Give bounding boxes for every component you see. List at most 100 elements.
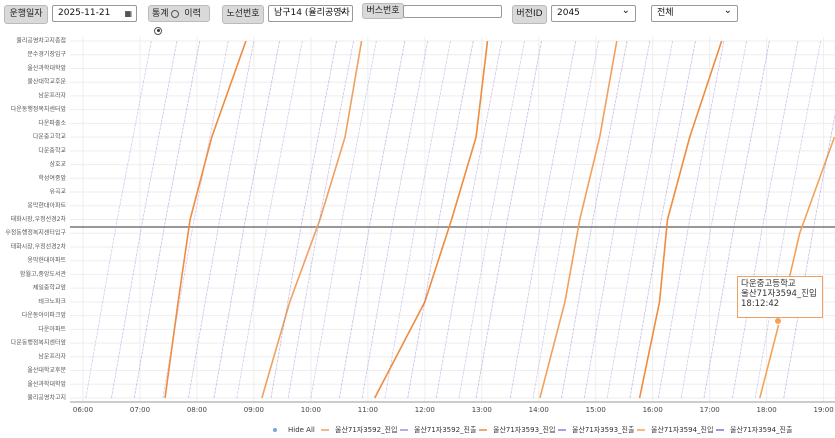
version-value: 2045 [557,8,580,18]
y-tick-label: 울산과학대학앞 [27,64,66,72]
x-tick-label: 11:00 [358,406,378,414]
history-radio[interactable] [154,26,162,35]
y-tick-label: 테크노파크 [38,297,66,305]
calendar-icon: ▦ [124,9,132,18]
legend-label: 울산71자3592_진입 [335,425,397,434]
trip-line [475,40,542,399]
route-value: 남구14 (율리공영차 [274,8,350,18]
tooltip-bus: 울산71자3594_진입 [741,289,817,299]
tooltip-time: 18:12:42 [741,299,780,309]
y-tick-label: 함월고,중앙도서관 [20,270,67,278]
filter-value: 전체 [657,8,674,18]
y-tick-label: 남운프라자 [38,352,66,360]
trip-line [680,40,748,399]
y-tick-label: 옹막현대아파트 [27,256,66,264]
y-tick-label: 삼호교 [49,160,66,168]
x-tick-label: 14:00 [529,406,549,414]
x-tick-label: 16:00 [643,406,663,414]
trip-line [164,40,247,399]
trip-line [338,40,406,399]
x-tick-label: 10:00 [301,406,321,414]
y-tick-label: 제일중학교앞 [33,284,67,292]
route-select[interactable]: 남구14 (율리공영차 [268,3,353,22]
trip-line [261,40,363,399]
route-label: 노선번호 [222,5,264,24]
version-select[interactable]: 2045 [551,3,636,22]
y-tick-label: 옹막현대아파트 [27,201,66,209]
trip-line [213,40,280,399]
plot-area [85,40,835,399]
x-tick-label: 13:00 [472,406,492,414]
y-tick-label: 다운중고학교 [33,133,67,141]
trip-line [732,40,799,399]
legend-label: 울산71자3594_진출 [730,425,793,434]
trip-line [703,40,770,399]
y-tick-label: 문수경기장입구 [27,50,66,58]
stat-text: 통계 [152,9,169,19]
chart: 율리공영차고지울산과학대학앞울산대학교후문남운프라자다운동행정복지센터앞다운아파… [5,37,835,434]
x-tick-label: 18:00 [757,406,777,414]
y-tick-label: 남운프라자 [38,91,66,99]
trip-line [638,40,723,399]
version-label: 버전ID [512,5,547,24]
y-tick-label: 우정동행정복지센터입구 [5,229,66,237]
trip-line [458,40,525,399]
x-tick-label: 19:00 [814,406,834,414]
trip-line [583,40,651,399]
y-tick-label: 울산대학교후문 [27,366,66,374]
history-text: 이력 [184,9,201,19]
trip-line [236,40,303,399]
trip-line [133,40,201,399]
date-label: 운행일자 [4,5,48,24]
trip-line [361,40,429,399]
y-tick-label: 울산과학대학앞 [27,380,66,388]
trip-line [187,40,255,399]
legend-label: 울산71자3593_진입 [493,425,555,434]
stat-radio[interactable] [170,9,179,18]
tooltip: 다운중고등학교 울산71자3594_진입 18:12:42 [737,276,823,318]
x-tick-label: 17:00 [700,406,720,414]
trip-line [561,40,628,399]
legend-label: 울산71자3594_진입 [651,425,713,434]
x-tick-label: 06:00 [73,406,93,414]
trip-line [606,40,674,399]
y-tick-label: 다운아파트 [38,325,66,333]
date-input[interactable]: 2025-11-21 ▦ [52,5,137,22]
filter-select[interactable]: 전체 [651,3,738,22]
trip-line [85,40,152,399]
y-tick-label: 율리공영차고지 [27,394,66,402]
x-tick-label: 08:00 [187,406,207,414]
x-tick-label: 09:00 [244,406,264,414]
bus-input[interactable] [403,5,502,18]
y-tick-label: 율리공영차고지종점 [16,37,66,45]
trip-line [754,40,822,399]
x-tick-label: 07:00 [130,406,150,414]
legend-marker [273,428,277,432]
trip-line [373,40,489,399]
legend: Hide All 울산71자3592_진입 울산71자3592_진출 울산71자359… [273,425,793,434]
legend-label: 울산71자3592_진출 [414,425,477,434]
legend-hide-all[interactable]: Hide All [288,426,315,434]
y-tick-label: 유곡교 [49,189,66,196]
bus-label: 버스번호 [362,3,404,19]
trip-line [629,40,696,399]
y-tick-label: 태화시장,우정선경2차 [11,215,67,223]
trip-line [384,40,451,399]
y-tick-label: 다운파출소 [38,119,66,127]
grid: 율리공영차고지울산과학대학앞울산대학교후문남운프라자다운동행정복지센터앞다운아파… [5,37,835,414]
trip-line [287,40,354,399]
y-tick-label: 울산대학교후문 [27,78,66,86]
trip-line [532,40,599,399]
trip-line [657,40,725,399]
trip-line [539,40,618,399]
legend-label: 울산71자3593_진출 [572,425,635,434]
mode-toggle: 통계 이력 [148,5,210,35]
hover-point [774,317,782,325]
x-tick-label: 12:00 [415,406,435,414]
y-tick-label: 학성여중앞 [38,174,66,182]
trip-line [509,40,577,399]
trip-line [435,40,503,399]
trip-line [783,113,835,399]
y-tick-label: 다운동행정복지센터앞 [11,339,67,347]
